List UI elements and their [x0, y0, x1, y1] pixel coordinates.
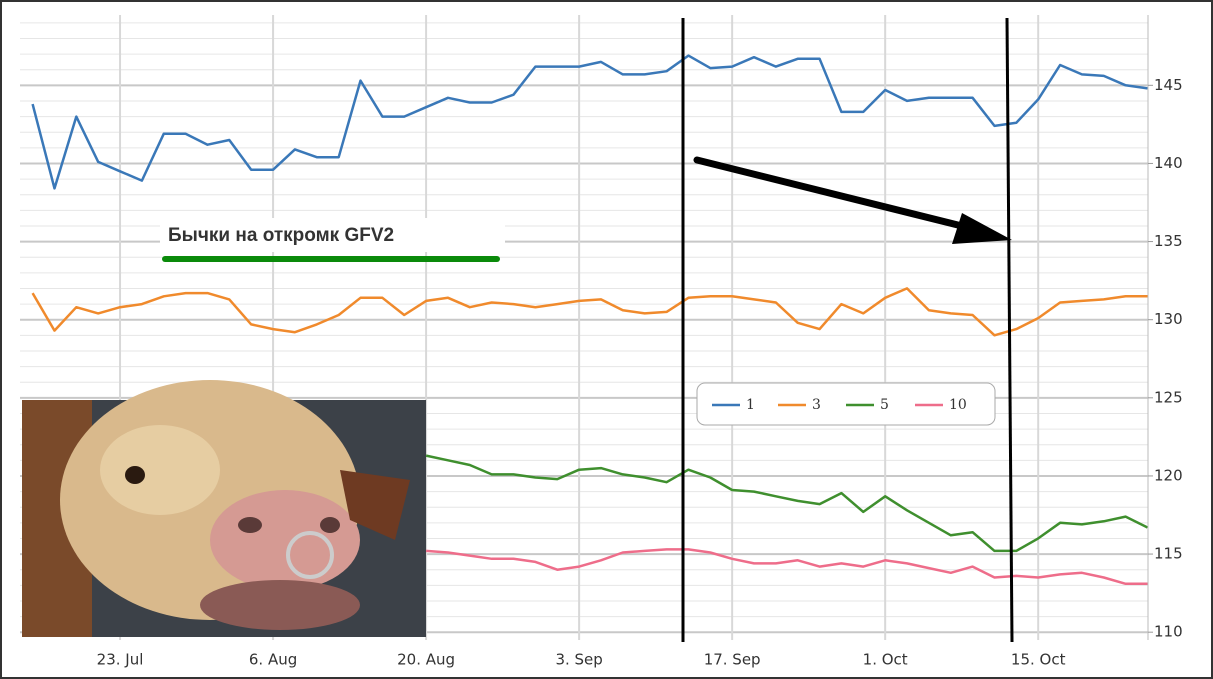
marker-line	[1005, 17, 1014, 643]
series-line	[31, 54, 1148, 190]
photo-part	[100, 425, 220, 515]
arrow-head	[952, 213, 1012, 244]
photo-part	[340, 470, 410, 540]
x-tick-label: 3. Sep	[555, 651, 602, 669]
photo-part	[125, 466, 145, 484]
series-line	[426, 548, 1148, 586]
y-tick-label: 140	[1154, 154, 1183, 172]
photo-part	[238, 517, 262, 533]
series-line	[425, 454, 1149, 553]
legend-label: 1	[746, 397, 755, 413]
x-tick-label: 6. Aug	[249, 651, 297, 669]
legend: 1 3 5 10	[696, 382, 996, 426]
x-tick-label: 23. Jul	[97, 651, 144, 669]
series-line	[31, 287, 1148, 337]
legend-label: 3	[812, 397, 821, 413]
legend-label: 5	[880, 397, 889, 413]
annotation: Бычки на откромк GFV2	[168, 225, 394, 246]
x-tick-label: 15. Oct	[1011, 651, 1066, 669]
photo	[22, 380, 426, 637]
y-tick-label: 135	[1154, 232, 1183, 250]
y-tick-label: 110	[1154, 623, 1183, 641]
photo-part	[320, 517, 340, 533]
x-tick-label: 17. Sep	[704, 651, 761, 669]
annotation-box	[160, 218, 505, 252]
y-tick-label: 115	[1154, 545, 1183, 563]
x-tick-label: 20. Aug	[397, 651, 455, 669]
y-tick-label: 120	[1154, 466, 1183, 484]
y-tick-label: 125	[1154, 388, 1183, 406]
photo-part	[200, 580, 360, 630]
arrow	[693, 156, 994, 237]
y-tick-label: 130	[1154, 310, 1183, 328]
x-tick-label: 1. Oct	[863, 651, 908, 669]
y-tick-label: 145	[1154, 76, 1183, 94]
legend-label: 10	[949, 397, 967, 413]
photo-part	[286, 531, 334, 579]
photo-part	[210, 490, 360, 590]
